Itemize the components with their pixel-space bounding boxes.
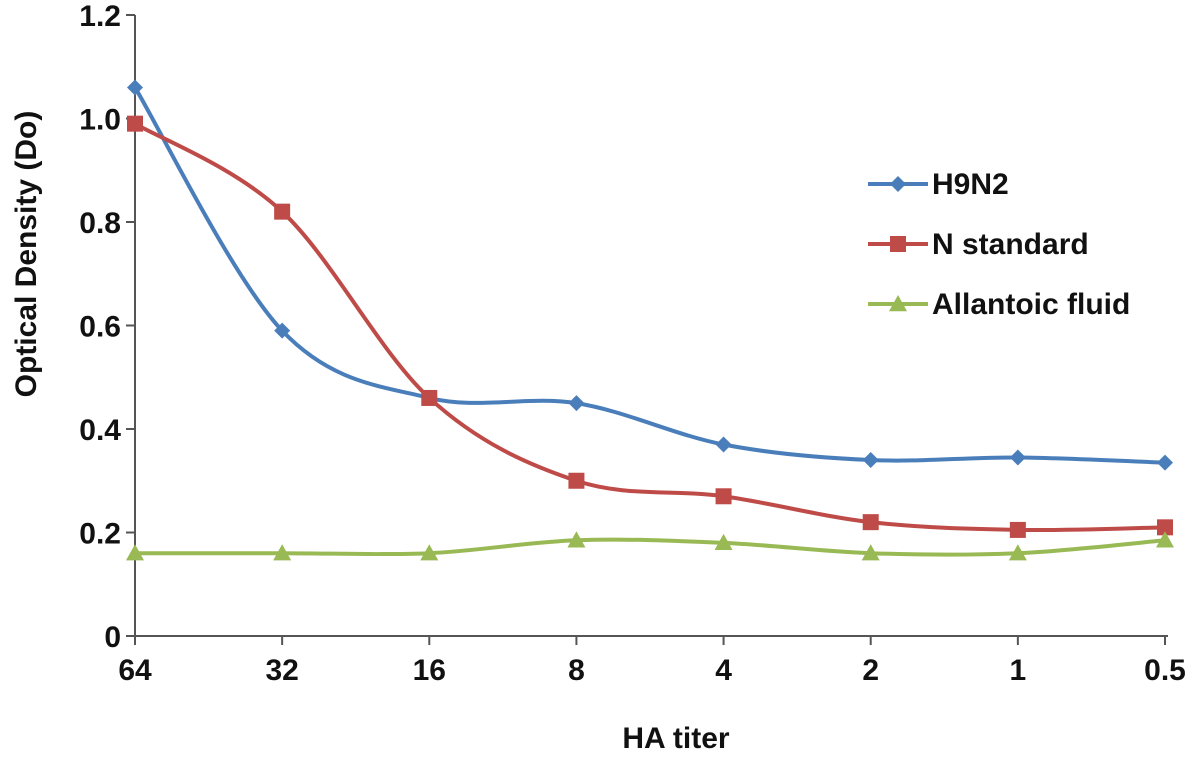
x-axis-title: HA titer <box>622 722 730 755</box>
legend-label: N standard <box>932 228 1089 261</box>
data-point-n-standard <box>421 389 438 406</box>
legend-item-allantoic-fluid: Allantoic fluid <box>868 288 1130 321</box>
data-point-allantoic-fluid <box>1156 531 1174 548</box>
data-point-allantoic-fluid <box>567 531 586 548</box>
x-tick-label: 8 <box>568 654 585 687</box>
data-point-n-standard <box>127 115 143 132</box>
y-tick-label: 0.8 <box>79 207 121 240</box>
series-n-standard <box>127 115 1173 538</box>
data-point-h9n2 <box>862 452 879 469</box>
series <box>126 79 1174 561</box>
y-axis-title: Optical Density (Do) <box>10 111 43 398</box>
x-tick-label: 1 <box>1010 654 1027 687</box>
x-tick-label: 2 <box>862 654 879 687</box>
axes <box>134 15 1168 637</box>
series-allantoic-fluid <box>126 531 1174 561</box>
y-tick-label: 1.2 <box>79 0 121 33</box>
legend-label: Allantoic fluid <box>932 288 1130 321</box>
x-tick-label: 0.5 <box>1144 654 1186 687</box>
ticks: 64 32 16 8 4 2 1 0.5 0 0.2 0.4 0.6 0.8 1.0 1.2 <box>79 0 1186 687</box>
legend-swatch-marker <box>890 236 906 252</box>
data-point-n-standard <box>568 472 585 489</box>
legend-item-n-standard: N standard <box>868 228 1089 261</box>
legend-item-h9n2: H9N2 <box>868 168 1009 201</box>
series-line-h9n2 <box>133 85 1167 465</box>
x-tick-label: 64 <box>118 654 152 687</box>
data-point-allantoic-fluid <box>126 544 144 561</box>
y-tick-label: 0.2 <box>79 518 121 551</box>
data-point-n-standard <box>1157 519 1173 536</box>
y-tick-label: 0.6 <box>79 311 121 344</box>
series-line-allantoic-fluid <box>133 537 1167 557</box>
data-point-n-standard <box>715 488 732 505</box>
x-tick-label: 4 <box>715 654 732 687</box>
data-point-allantoic-fluid <box>1008 544 1027 561</box>
data-point-allantoic-fluid <box>714 533 733 551</box>
data-point-h9n2 <box>568 395 585 412</box>
data-point-n-standard <box>274 203 291 220</box>
y-tick-label: 0.4 <box>79 414 121 447</box>
data-point-n-standard <box>1009 521 1026 538</box>
legend: H9N2 N standard Allantoic fluid <box>868 168 1130 321</box>
data-point-h9n2 <box>274 322 291 339</box>
legend-label: H9N2 <box>932 168 1009 201</box>
data-point-h9n2 <box>1157 454 1173 471</box>
x-tick-label: 32 <box>265 654 298 687</box>
legend-swatch-marker <box>889 295 907 312</box>
legend-swatch-marker <box>890 176 906 192</box>
series-line-n-standard <box>133 121 1167 533</box>
data-point-allantoic-fluid <box>273 544 292 561</box>
y-tick-label: 1.0 <box>79 104 121 137</box>
y-tick-label: 0 <box>104 621 121 654</box>
series-h9n2 <box>127 79 1173 471</box>
data-point-h9n2 <box>715 436 732 453</box>
data-point-h9n2 <box>1009 449 1026 466</box>
data-point-allantoic-fluid <box>861 544 880 561</box>
data-point-allantoic-fluid <box>420 544 439 561</box>
x-tick-label: 16 <box>413 654 446 687</box>
data-point-n-standard <box>862 514 879 531</box>
data-point-h9n2 <box>127 79 143 96</box>
